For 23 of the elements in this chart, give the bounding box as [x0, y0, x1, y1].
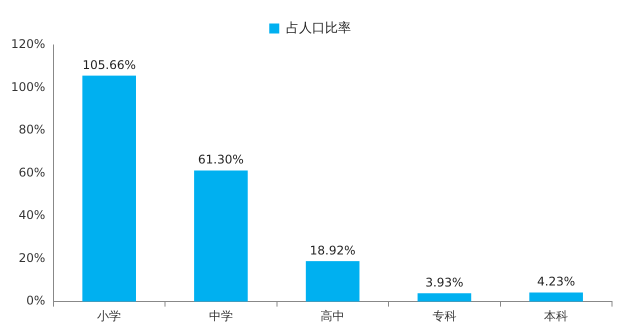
y-tick-label: 20%: [18, 250, 46, 265]
x-tick-label: 高中: [320, 308, 345, 323]
y-tick-label: 40%: [18, 208, 46, 222]
data-label: 61.30%: [198, 152, 244, 167]
bar: [418, 293, 472, 302]
x-tick-label: 本科: [544, 308, 568, 323]
x-tick-label: 中学: [208, 308, 233, 323]
y-tick-label: 80%: [18, 122, 46, 137]
bar: [194, 170, 248, 302]
x-tick-label: 小学: [97, 308, 122, 323]
data-label: 4.23%: [537, 274, 576, 289]
y-tick-label: 0%: [26, 294, 46, 308]
data-label: 3.93%: [425, 275, 464, 290]
bar: [82, 76, 136, 302]
data-label: 18.92%: [310, 243, 356, 258]
bar: [529, 292, 583, 302]
y-tick-label: 60%: [18, 165, 46, 180]
y-tick-label: 100%: [10, 80, 46, 94]
data-label: 105.66%: [82, 58, 136, 72]
bar: [306, 261, 360, 302]
x-tick-label: 专科: [432, 308, 456, 323]
y-tick-label: 120%: [10, 37, 46, 52]
legend-label: 占人口比率: [286, 20, 351, 36]
